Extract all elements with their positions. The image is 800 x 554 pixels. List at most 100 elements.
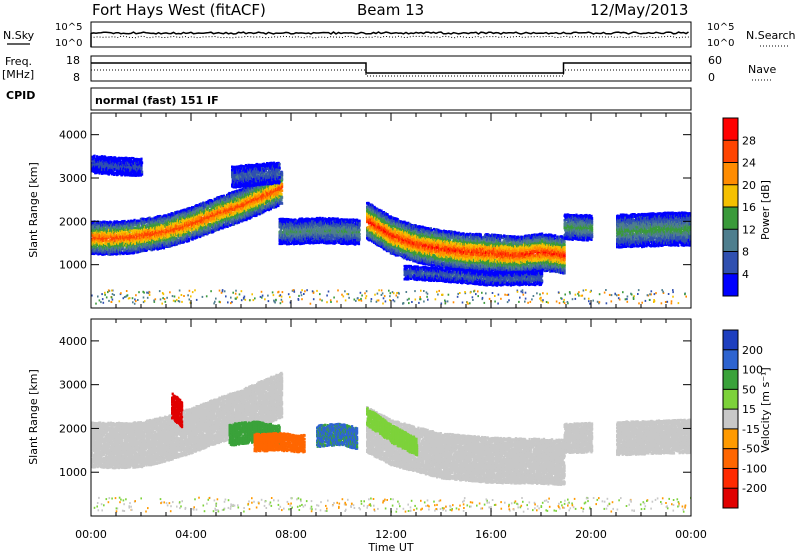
nsearch-label: N.Search xyxy=(746,29,796,42)
data-cell xyxy=(291,232,294,235)
data-cell xyxy=(111,234,114,238)
data-cell xyxy=(238,215,241,218)
data-cell xyxy=(95,225,98,228)
data-cell xyxy=(182,236,186,240)
data-cell xyxy=(191,218,194,222)
data-cell xyxy=(192,230,195,234)
data-cell xyxy=(212,218,216,221)
data-cell xyxy=(321,216,324,220)
data-cell xyxy=(327,218,330,222)
data-cell xyxy=(316,225,319,228)
data-cell xyxy=(277,188,280,192)
data-cell xyxy=(134,244,137,248)
data-cell xyxy=(132,221,135,224)
data-cell xyxy=(281,183,284,186)
data-cell xyxy=(171,216,174,219)
data-cell xyxy=(140,226,143,230)
data-cell xyxy=(191,236,194,239)
data-cell xyxy=(266,188,269,191)
data-cell xyxy=(161,241,164,245)
data-cell xyxy=(192,223,196,227)
data-cell xyxy=(144,235,147,239)
data-cell xyxy=(279,228,282,231)
data-cell xyxy=(232,214,236,218)
data-cell xyxy=(201,225,204,229)
data-cell xyxy=(225,205,228,208)
data-cell xyxy=(151,224,154,228)
data-cell xyxy=(255,214,258,217)
data-cell xyxy=(107,251,110,254)
data-cell xyxy=(316,235,319,238)
data-cell xyxy=(176,227,179,230)
data-cell xyxy=(196,226,199,229)
data-cell xyxy=(124,237,127,241)
data-cell xyxy=(323,224,326,228)
data-cell xyxy=(304,229,307,233)
data-cell xyxy=(150,246,153,249)
data-cell xyxy=(259,190,262,193)
data-cell xyxy=(119,249,122,253)
data-cell xyxy=(141,228,144,232)
data-cell xyxy=(190,234,193,237)
data-cell xyxy=(127,232,130,235)
nsky-tick-top: 10^5 xyxy=(55,22,82,33)
data-cell xyxy=(159,216,162,219)
data-cell xyxy=(327,224,330,228)
data-cell xyxy=(278,184,281,187)
data-cell xyxy=(110,221,113,224)
data-cell xyxy=(109,253,112,256)
data-cell xyxy=(256,193,259,196)
data-cell xyxy=(151,242,154,245)
data-cell xyxy=(236,193,239,197)
data-cell xyxy=(207,223,211,226)
data-cell xyxy=(122,231,125,234)
data-cell xyxy=(101,253,104,256)
data-cell xyxy=(323,234,326,238)
data-cell xyxy=(286,232,289,236)
data-cell xyxy=(328,237,331,241)
data-cell xyxy=(149,217,152,221)
data-cell xyxy=(195,213,198,216)
data-cell xyxy=(301,226,304,230)
data-cell xyxy=(206,206,209,210)
data-cell xyxy=(317,226,320,230)
data-cell xyxy=(259,212,262,215)
data-cell xyxy=(211,223,214,226)
data-cell xyxy=(102,226,106,230)
data-cell xyxy=(168,223,171,226)
data-cell xyxy=(156,230,159,234)
data-cell xyxy=(131,219,134,223)
nsearch-tick-top: 10^5 xyxy=(707,22,734,33)
data-cell xyxy=(139,217,142,221)
data-cell xyxy=(156,227,159,231)
data-cell xyxy=(102,244,106,247)
data-cell xyxy=(289,242,292,245)
data-cell xyxy=(148,228,151,232)
data-cell xyxy=(279,234,282,238)
data-cell xyxy=(148,239,151,242)
data-cell xyxy=(217,228,221,231)
data-cell xyxy=(281,237,284,241)
data-cell xyxy=(296,230,299,234)
data-cell xyxy=(168,216,171,219)
data-cell xyxy=(270,190,273,194)
data-cell xyxy=(192,206,196,209)
data-cell xyxy=(281,185,284,188)
data-cell xyxy=(202,217,206,221)
data-cell xyxy=(146,231,149,235)
data-cell xyxy=(240,195,243,198)
data-cell xyxy=(127,219,130,223)
data-cell xyxy=(141,247,144,250)
data-cell xyxy=(129,240,132,243)
data-cell xyxy=(181,217,184,221)
data-cell xyxy=(319,229,322,232)
data-cell xyxy=(197,229,201,233)
data-cell xyxy=(133,237,136,240)
data-cell xyxy=(279,197,282,201)
data-cell xyxy=(268,190,271,194)
data-cell xyxy=(104,251,107,254)
data-cell xyxy=(302,220,306,223)
data-cell xyxy=(154,223,157,227)
data-cell xyxy=(266,197,269,200)
data-cell xyxy=(294,242,297,245)
